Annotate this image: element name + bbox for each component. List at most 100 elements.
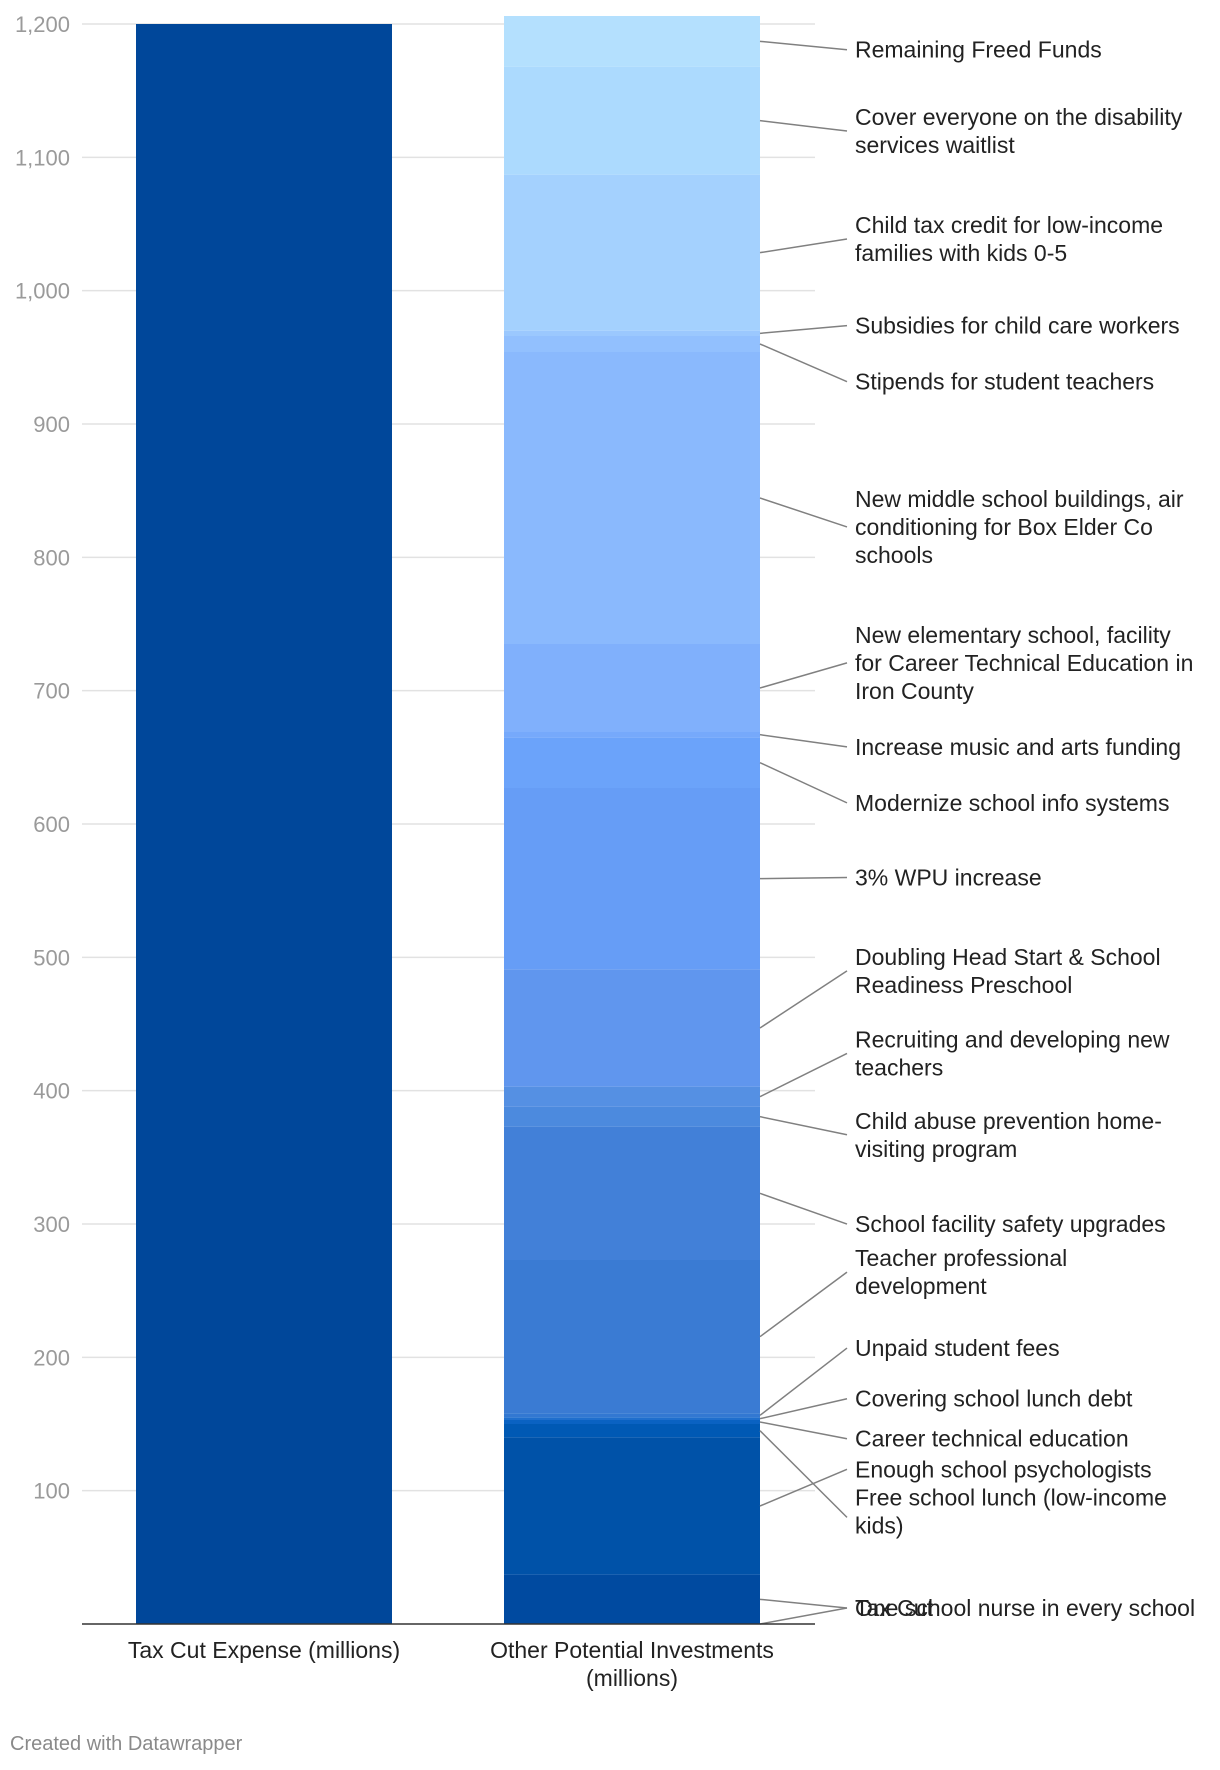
segment-label-line: Iron County bbox=[855, 678, 974, 704]
segment-label-line: Recruiting and developing new bbox=[855, 1026, 1170, 1052]
leader-line bbox=[759, 1421, 848, 1440]
segment-label: Subsidies for child care workers bbox=[855, 313, 1180, 339]
leader-line bbox=[759, 1271, 848, 1338]
x-axis: Tax Cut Expense (millions) Other Potentia… bbox=[82, 1623, 815, 1691]
y-tick-label: 700 bbox=[33, 679, 70, 704]
bar-segment bbox=[504, 1260, 760, 1414]
segment-label: New middle school buildings, air conditio… bbox=[855, 486, 1184, 568]
segment-label: Doubling Head Start & School Readiness Pr… bbox=[855, 944, 1161, 998]
leader-line bbox=[759, 1397, 848, 1420]
segment-label-line: School facility safety upgrades bbox=[855, 1211, 1166, 1237]
segment-label: School facility safety upgrades bbox=[855, 1211, 1166, 1237]
bar-segment bbox=[504, 1413, 760, 1418]
y-tick-label: 600 bbox=[33, 812, 70, 837]
segment-label-line: Subsidies for child care workers bbox=[855, 313, 1180, 339]
segment-label-line: New elementary school, facility bbox=[855, 622, 1171, 648]
leader-line bbox=[759, 733, 848, 748]
segment-label: Cover everyone on the disability services… bbox=[855, 104, 1183, 158]
leader-line bbox=[759, 238, 848, 254]
y-tick-label: 500 bbox=[33, 945, 70, 970]
bar-segment bbox=[504, 174, 760, 331]
leader-line bbox=[759, 497, 848, 528]
leader-line bbox=[759, 1607, 848, 1625]
y-tick-label: 800 bbox=[33, 545, 70, 570]
leader-line bbox=[759, 343, 848, 383]
segment-label-line: Remaining Freed Funds bbox=[855, 37, 1102, 63]
segment-label: Stipends for student teachers bbox=[855, 369, 1154, 395]
segment-label-line: Teacher professional bbox=[855, 1245, 1067, 1271]
segment-label: Child tax credit for low-income families … bbox=[855, 212, 1163, 266]
label-leader-lines bbox=[759, 40, 848, 1625]
segment-label-line: development bbox=[855, 1273, 987, 1299]
y-axis: 100 200 300 400 500 600 700 800 900 1,000 1,100 1,2… bbox=[15, 12, 70, 1504]
segment-label-line: for Career Technical Education in bbox=[855, 650, 1193, 676]
leader-line bbox=[759, 970, 848, 1029]
bar-segment bbox=[504, 788, 760, 970]
x-category-label-line: Other Potential Investments bbox=[490, 1637, 774, 1663]
segment-label: Recruiting and developing new teachers bbox=[855, 1026, 1170, 1080]
leader-line bbox=[759, 1468, 848, 1507]
y-tick-label: 900 bbox=[33, 412, 70, 437]
leader-line bbox=[759, 876, 848, 880]
bar-segment bbox=[504, 66, 760, 175]
x-category-label-line: Tax Cut Expense (millions) bbox=[128, 1637, 400, 1663]
segment-label-line: Modernize school info systems bbox=[855, 790, 1169, 816]
x-category-label: Tax Cut Expense (millions) bbox=[128, 1637, 400, 1663]
segment-label-line: Readiness Preschool bbox=[855, 972, 1072, 998]
segment-label: Unpaid student fees bbox=[855, 1335, 1060, 1361]
segment-label-line: Enough school psychologists bbox=[855, 1456, 1152, 1482]
bars bbox=[136, 16, 760, 1624]
segment-label-line: Doubling Head Start & School bbox=[855, 944, 1161, 970]
y-tick-label: 200 bbox=[33, 1345, 70, 1370]
segment-label-line: teachers bbox=[855, 1054, 943, 1080]
leader-line bbox=[759, 1347, 848, 1416]
bar-segment bbox=[504, 16, 760, 67]
bar-segment bbox=[504, 969, 760, 1087]
segment-label-line: One school nurse in every school bbox=[855, 1595, 1195, 1621]
segment-label-line: Cover everyone on the disability bbox=[855, 104, 1183, 130]
segment-label-line: Unpaid student fees bbox=[855, 1335, 1060, 1361]
leader-line bbox=[759, 1430, 848, 1518]
segment-label: Tax Cut bbox=[855, 1595, 934, 1621]
bar-segment bbox=[504, 1437, 760, 1575]
bar-segment bbox=[504, 1420, 760, 1424]
segment-label: Covering school lunch debt bbox=[855, 1386, 1133, 1412]
bar-segment bbox=[504, 644, 760, 732]
segment-label-line: visiting program bbox=[855, 1136, 1017, 1162]
x-category-label: Other Potential Investments (millions) bbox=[490, 1637, 774, 1691]
bar-segment bbox=[504, 1086, 760, 1107]
segment-label: 3% WPU increase bbox=[855, 865, 1042, 891]
bar-segment bbox=[504, 1126, 760, 1260]
bar-segment bbox=[504, 732, 760, 738]
segment-label-line: Increase music and arts funding bbox=[855, 734, 1181, 760]
segment-label-line: Career technical education bbox=[855, 1426, 1129, 1452]
y-tick-label: 100 bbox=[33, 1479, 70, 1504]
bar-segment bbox=[504, 330, 760, 336]
segment-label: Enough school psychologists Free school l… bbox=[855, 1456, 1167, 1538]
x-category-label-line: (millions) bbox=[586, 1665, 678, 1691]
segment-label-line: Child abuse prevention home- bbox=[855, 1108, 1162, 1134]
segment-label-line: Stipends for student teachers bbox=[855, 369, 1154, 395]
segment-label-line: Free school lunch (low-income bbox=[855, 1484, 1167, 1510]
leader-line bbox=[759, 119, 848, 132]
segment-label-line: families with kids 0-5 bbox=[855, 240, 1067, 266]
y-tick-label: 1,100 bbox=[15, 145, 70, 170]
segment-label: Remaining Freed Funds bbox=[855, 37, 1102, 63]
segment-label-line: services waitlist bbox=[855, 132, 1015, 158]
segment-label-line: New middle school buildings, air bbox=[855, 486, 1184, 512]
segment-label-line: 3% WPU increase bbox=[855, 865, 1042, 891]
bar-segment bbox=[504, 1417, 760, 1420]
leader-line bbox=[759, 40, 848, 51]
leader-line bbox=[759, 324, 848, 335]
segment-label: Teacher professional development bbox=[855, 1245, 1067, 1299]
leader-line bbox=[759, 662, 848, 689]
y-tick-label: 1,000 bbox=[15, 279, 70, 304]
bar-segment bbox=[504, 352, 760, 644]
segment-label-line: conditioning for Box Elder Co bbox=[855, 514, 1153, 540]
leader-line bbox=[759, 1192, 848, 1225]
segment-label: One school nurse in every school bbox=[855, 1595, 1195, 1621]
segment-label: Career technical education bbox=[855, 1426, 1129, 1452]
segment-label: Increase music and arts funding bbox=[855, 734, 1181, 760]
segment-label: New elementary school, facility for Caree… bbox=[855, 622, 1193, 704]
